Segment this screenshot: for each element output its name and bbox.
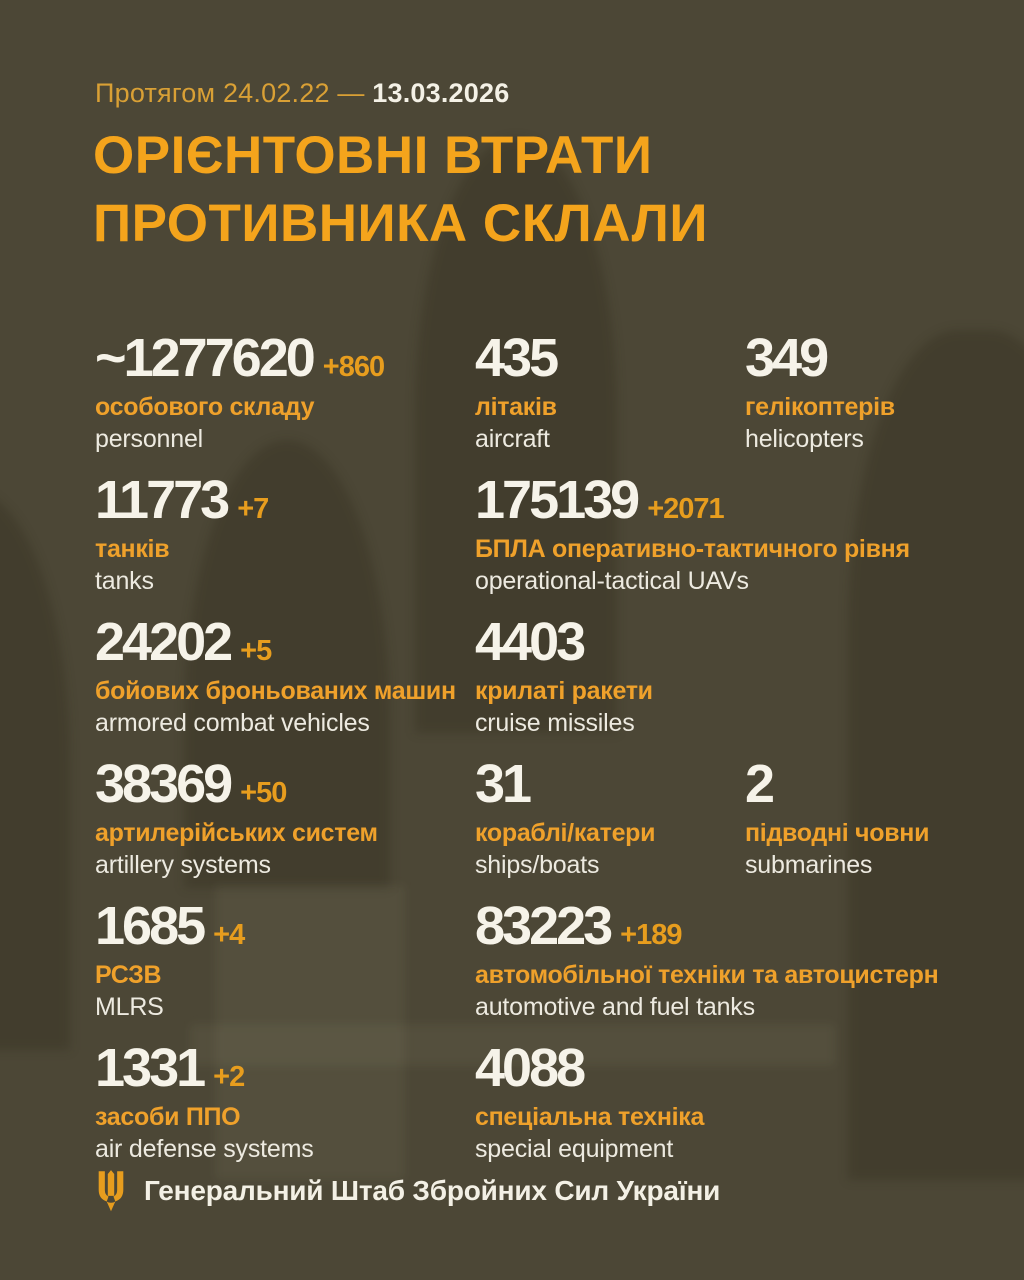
stat-delta: +2: [213, 1061, 245, 1093]
stat-label-uk: гелікоптерів: [745, 393, 895, 421]
stat-label-en: special equipment: [475, 1135, 674, 1163]
stat-delta: +189: [620, 919, 682, 951]
stat-value: 24202: [95, 612, 233, 672]
stat-delta: +860: [322, 351, 385, 383]
stat-label-en: cruise missiles: [475, 709, 635, 737]
stat-value: 2: [745, 754, 775, 814]
stat-value: 38369: [95, 754, 233, 814]
stat-delta: +50: [240, 777, 287, 809]
stat-delta: +2071: [647, 493, 724, 525]
stat-value: 175139: [475, 470, 640, 530]
stat-label-uk: літаків: [475, 393, 557, 421]
period-prefix: Протягом 24.02.22 —: [95, 78, 365, 108]
stat-value: 4088: [475, 1038, 586, 1098]
stat-special-equipment: 4088 спеціальна техніка special equipmen…: [475, 1040, 704, 1164]
stat-label-uk: спеціальна техніка: [475, 1103, 705, 1131]
stat-value: 83223: [475, 896, 613, 956]
stat-value: 435: [475, 328, 559, 388]
stat-helicopters: 349 гелікоптерів helicopters: [745, 330, 895, 454]
stat-mlrs: 1685 +4 РСЗВ MLRS: [95, 896, 245, 1022]
stat-label-uk: кораблі/катери: [475, 819, 656, 847]
stat-label-en: air defense systems: [95, 1135, 314, 1163]
stat-label-uk: крилаті ракети: [475, 677, 653, 705]
title-line-1: ОРІЄНТОВНІ ВТРАТИ: [93, 126, 653, 185]
stat-submarines: 2 підводні човни submarines: [745, 756, 929, 880]
stat-value: ~1277620: [95, 328, 316, 388]
stat-artillery: 38369 +50 артилерійських систем artillery…: [95, 756, 378, 880]
stat-tanks: 11773 +7 танків tanks: [95, 470, 269, 596]
stat-label-uk: РСЗВ: [95, 961, 162, 989]
stat-value: 11773: [95, 470, 230, 530]
stat-label-uk: підводні човни: [745, 819, 930, 847]
period-date: 13.03.2026: [372, 78, 510, 108]
stat-label-en: operational-tactical UAVs: [475, 567, 749, 595]
stat-label-uk: БПЛА оперативно-тактичного рівня: [475, 535, 910, 563]
stat-aircraft: 435 літаків aircraft: [475, 330, 566, 454]
source-attribution: Генеральний Штаб Збройних Сил України: [144, 1175, 721, 1206]
stat-label-uk: бойових броньованих машин: [95, 677, 456, 705]
stat-personnel: ~1277620 +860 особового складу personnel: [95, 328, 385, 454]
title-line-2: ПРОТИВНИКА СКЛАЛИ: [93, 194, 708, 253]
stat-label-en: tanks: [95, 567, 154, 595]
stat-label-uk: танків: [95, 535, 170, 563]
stat-value: 349: [745, 328, 829, 388]
stat-air-defense: 1331 +2 засоби ППО air defense systems: [95, 1040, 314, 1164]
stat-cruise-missiles: 4403 крилаті ракети cruise missiles: [475, 614, 653, 738]
stat-delta: +7: [237, 493, 269, 525]
stat-label-en: artillery systems: [95, 851, 271, 879]
stat-delta: +4: [213, 919, 245, 951]
stat-uavs: 175139 +2071 БПЛА оперативно-тактичного р…: [475, 472, 910, 596]
stat-label-en: armored combat vehicles: [95, 709, 370, 737]
stat-label-uk: особового складу: [95, 393, 315, 421]
stat-delta: +5: [240, 635, 272, 667]
stat-label-en: ships/boats: [475, 851, 600, 879]
stat-value: 1331: [95, 1038, 206, 1098]
tryzub-icon: [98, 1170, 124, 1212]
stat-label-en: MLRS: [95, 993, 164, 1021]
stat-value: 4403: [475, 612, 586, 672]
stat-value: 31: [475, 754, 532, 814]
footer: Генеральний Штаб Збройних Сил України: [95, 1170, 720, 1212]
reporting-period: Протягом 24.02.22 — 13.03.2026: [95, 78, 509, 109]
stat-vehicles-fuel: 83223 +189 автомобільної техніки та автоц…: [475, 896, 939, 1022]
stat-label-en: helicopters: [745, 425, 864, 453]
stat-label-uk: засоби ППО: [95, 1103, 241, 1131]
stat-armored-vehicles: 24202 +5 бойових броньованих машин armore…: [95, 614, 456, 738]
stat-label-en: aircraft: [475, 425, 550, 453]
page-title: ОРІЄНТОВНІ ВТРАТИ ПРОТИВНИКА СКЛАЛИ: [93, 122, 873, 258]
stat-label-uk: артилерійських систем: [95, 819, 378, 847]
stat-value: 1685: [95, 896, 206, 956]
stat-label-en: submarines: [745, 851, 873, 879]
stat-label-en: personnel: [95, 425, 204, 453]
stat-ships: 31 кораблі/катери ships/boats: [475, 754, 656, 880]
stat-label-en: automotive and fuel tanks: [475, 993, 755, 1021]
stat-label-uk: автомобільної техніки та автоцистерн: [475, 961, 939, 989]
